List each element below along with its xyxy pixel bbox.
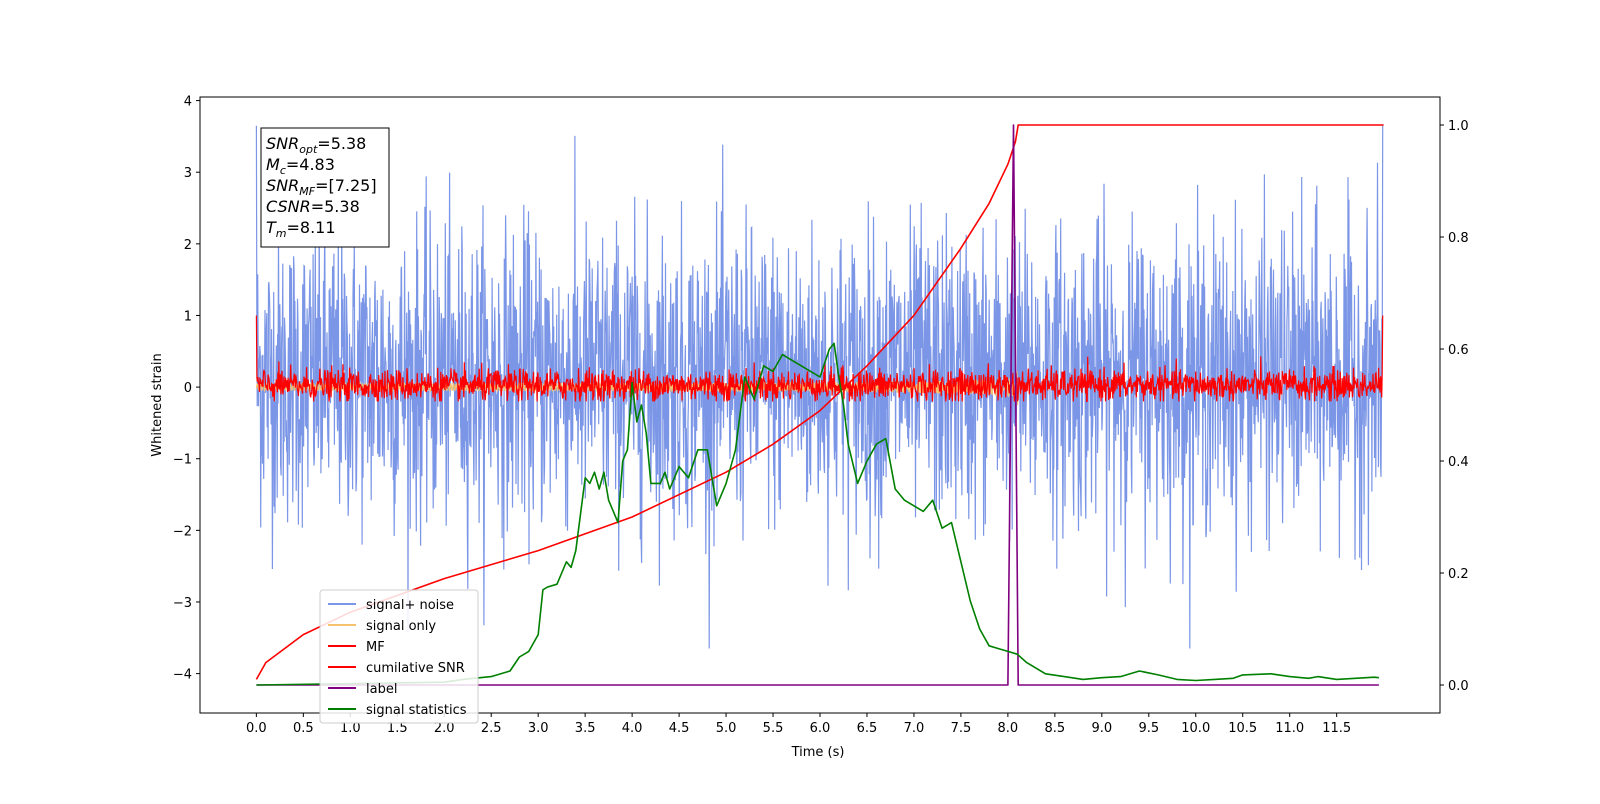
y-tick-label: 1 <box>184 309 192 324</box>
legend-label-signal-statistics: signal statistics <box>366 703 467 718</box>
x-axis-label: Time (s) <box>791 745 845 760</box>
y2-tick-label: 0.6 <box>1448 343 1469 358</box>
x-tick-label: 6.5 <box>857 721 878 736</box>
legend-label-signal-noise: signal+ noise <box>366 598 454 613</box>
series-signal-statistics <box>256 342 1379 686</box>
x-tick-label: 3.0 <box>528 721 549 736</box>
x-tick-label: 0.5 <box>293 721 314 736</box>
y2-tick-label: 0.4 <box>1448 455 1469 470</box>
y-tick-label: 2 <box>184 238 192 253</box>
x-tick-label: 7.5 <box>951 721 972 736</box>
x-tick-label: 8.5 <box>1045 721 1066 736</box>
x-tick-label: 4.5 <box>669 721 690 736</box>
x-tick-label: 11.5 <box>1322 721 1351 736</box>
y-tick-label: −4 <box>173 668 192 683</box>
x-tick-label: 1.5 <box>387 721 408 736</box>
x-tick-label: 8.0 <box>998 721 1019 736</box>
y2-axis-right: 1.0 0.8 0.6 0.4 0.2 0.0 <box>1440 119 1469 694</box>
x-tick-label: 2.5 <box>481 721 502 736</box>
x-tick-label: 3.5 <box>575 721 596 736</box>
y-axis: 4 3 2 1 0 −1 −2 −3 −4 <box>173 95 200 683</box>
legend-label-cumilative-snr: cumilative SNR <box>366 661 465 676</box>
x-axis: 0.0 0.5 1.0 1.5 2.0 2.5 3.0 3.5 4.0 4.5 5.0 5.5 6.0 6… <box>246 713 1351 736</box>
y-tick-label: −2 <box>173 524 192 539</box>
legend: signal+ noise signal only MF cumilative SNR… <box>319 589 479 724</box>
y2-tick-label: 0.2 <box>1448 567 1469 582</box>
x-tick-label: 4.0 <box>622 721 643 736</box>
y-tick-label: 3 <box>184 166 192 181</box>
x-tick-label: 5.5 <box>763 721 784 736</box>
x-tick-label: 6.0 <box>810 721 831 736</box>
legend-label-signal-only: signal only <box>366 619 436 634</box>
x-tick-label: 10.0 <box>1181 721 1210 736</box>
x-tick-label: 7.0 <box>904 721 925 736</box>
y-tick-label: 4 <box>184 95 192 110</box>
y2-tick-label: 0.0 <box>1448 679 1469 694</box>
y-tick-label: −1 <box>173 453 192 468</box>
y2-tick-label: 1.0 <box>1448 119 1469 134</box>
y2-tick-label: 0.8 <box>1448 231 1469 246</box>
y-tick-label: −3 <box>173 596 192 611</box>
y-axis-label: Whitened strain <box>150 353 165 456</box>
series-mf <box>255 315 1384 403</box>
annotation-tm: Tm=8.11 <box>266 218 336 240</box>
annotation-box: SNRopt=5.38 Mc=4.83 SNRMF=[7.25] CSNR=5.… <box>260 127 390 248</box>
annotation-snr-mf: SNRMF=[7.25] <box>266 176 377 198</box>
x-tick-label: 10.5 <box>1228 721 1257 736</box>
y-tick-label: 0 <box>184 381 192 396</box>
x-tick-label: 5.0 <box>716 721 737 736</box>
annotation-mc: Mc=4.83 <box>266 155 335 177</box>
x-tick-label: 9.5 <box>1138 721 1159 736</box>
legend-frame <box>319 589 479 724</box>
annotation-csnr: CSNR=5.38 <box>266 197 360 216</box>
x-tick-label: 11.0 <box>1275 721 1304 736</box>
x-tick-label: 2.0 <box>434 721 455 736</box>
legend-label-mf: MF <box>366 640 385 655</box>
legend-label-label: label <box>366 682 397 697</box>
x-tick-label: 0.0 <box>246 721 267 736</box>
annotation-snr-opt: SNRopt=5.38 <box>266 134 366 156</box>
x-tick-label: 9.0 <box>1091 721 1112 736</box>
x-tick-label: 1.0 <box>340 721 361 736</box>
series-label <box>256 124 1379 686</box>
